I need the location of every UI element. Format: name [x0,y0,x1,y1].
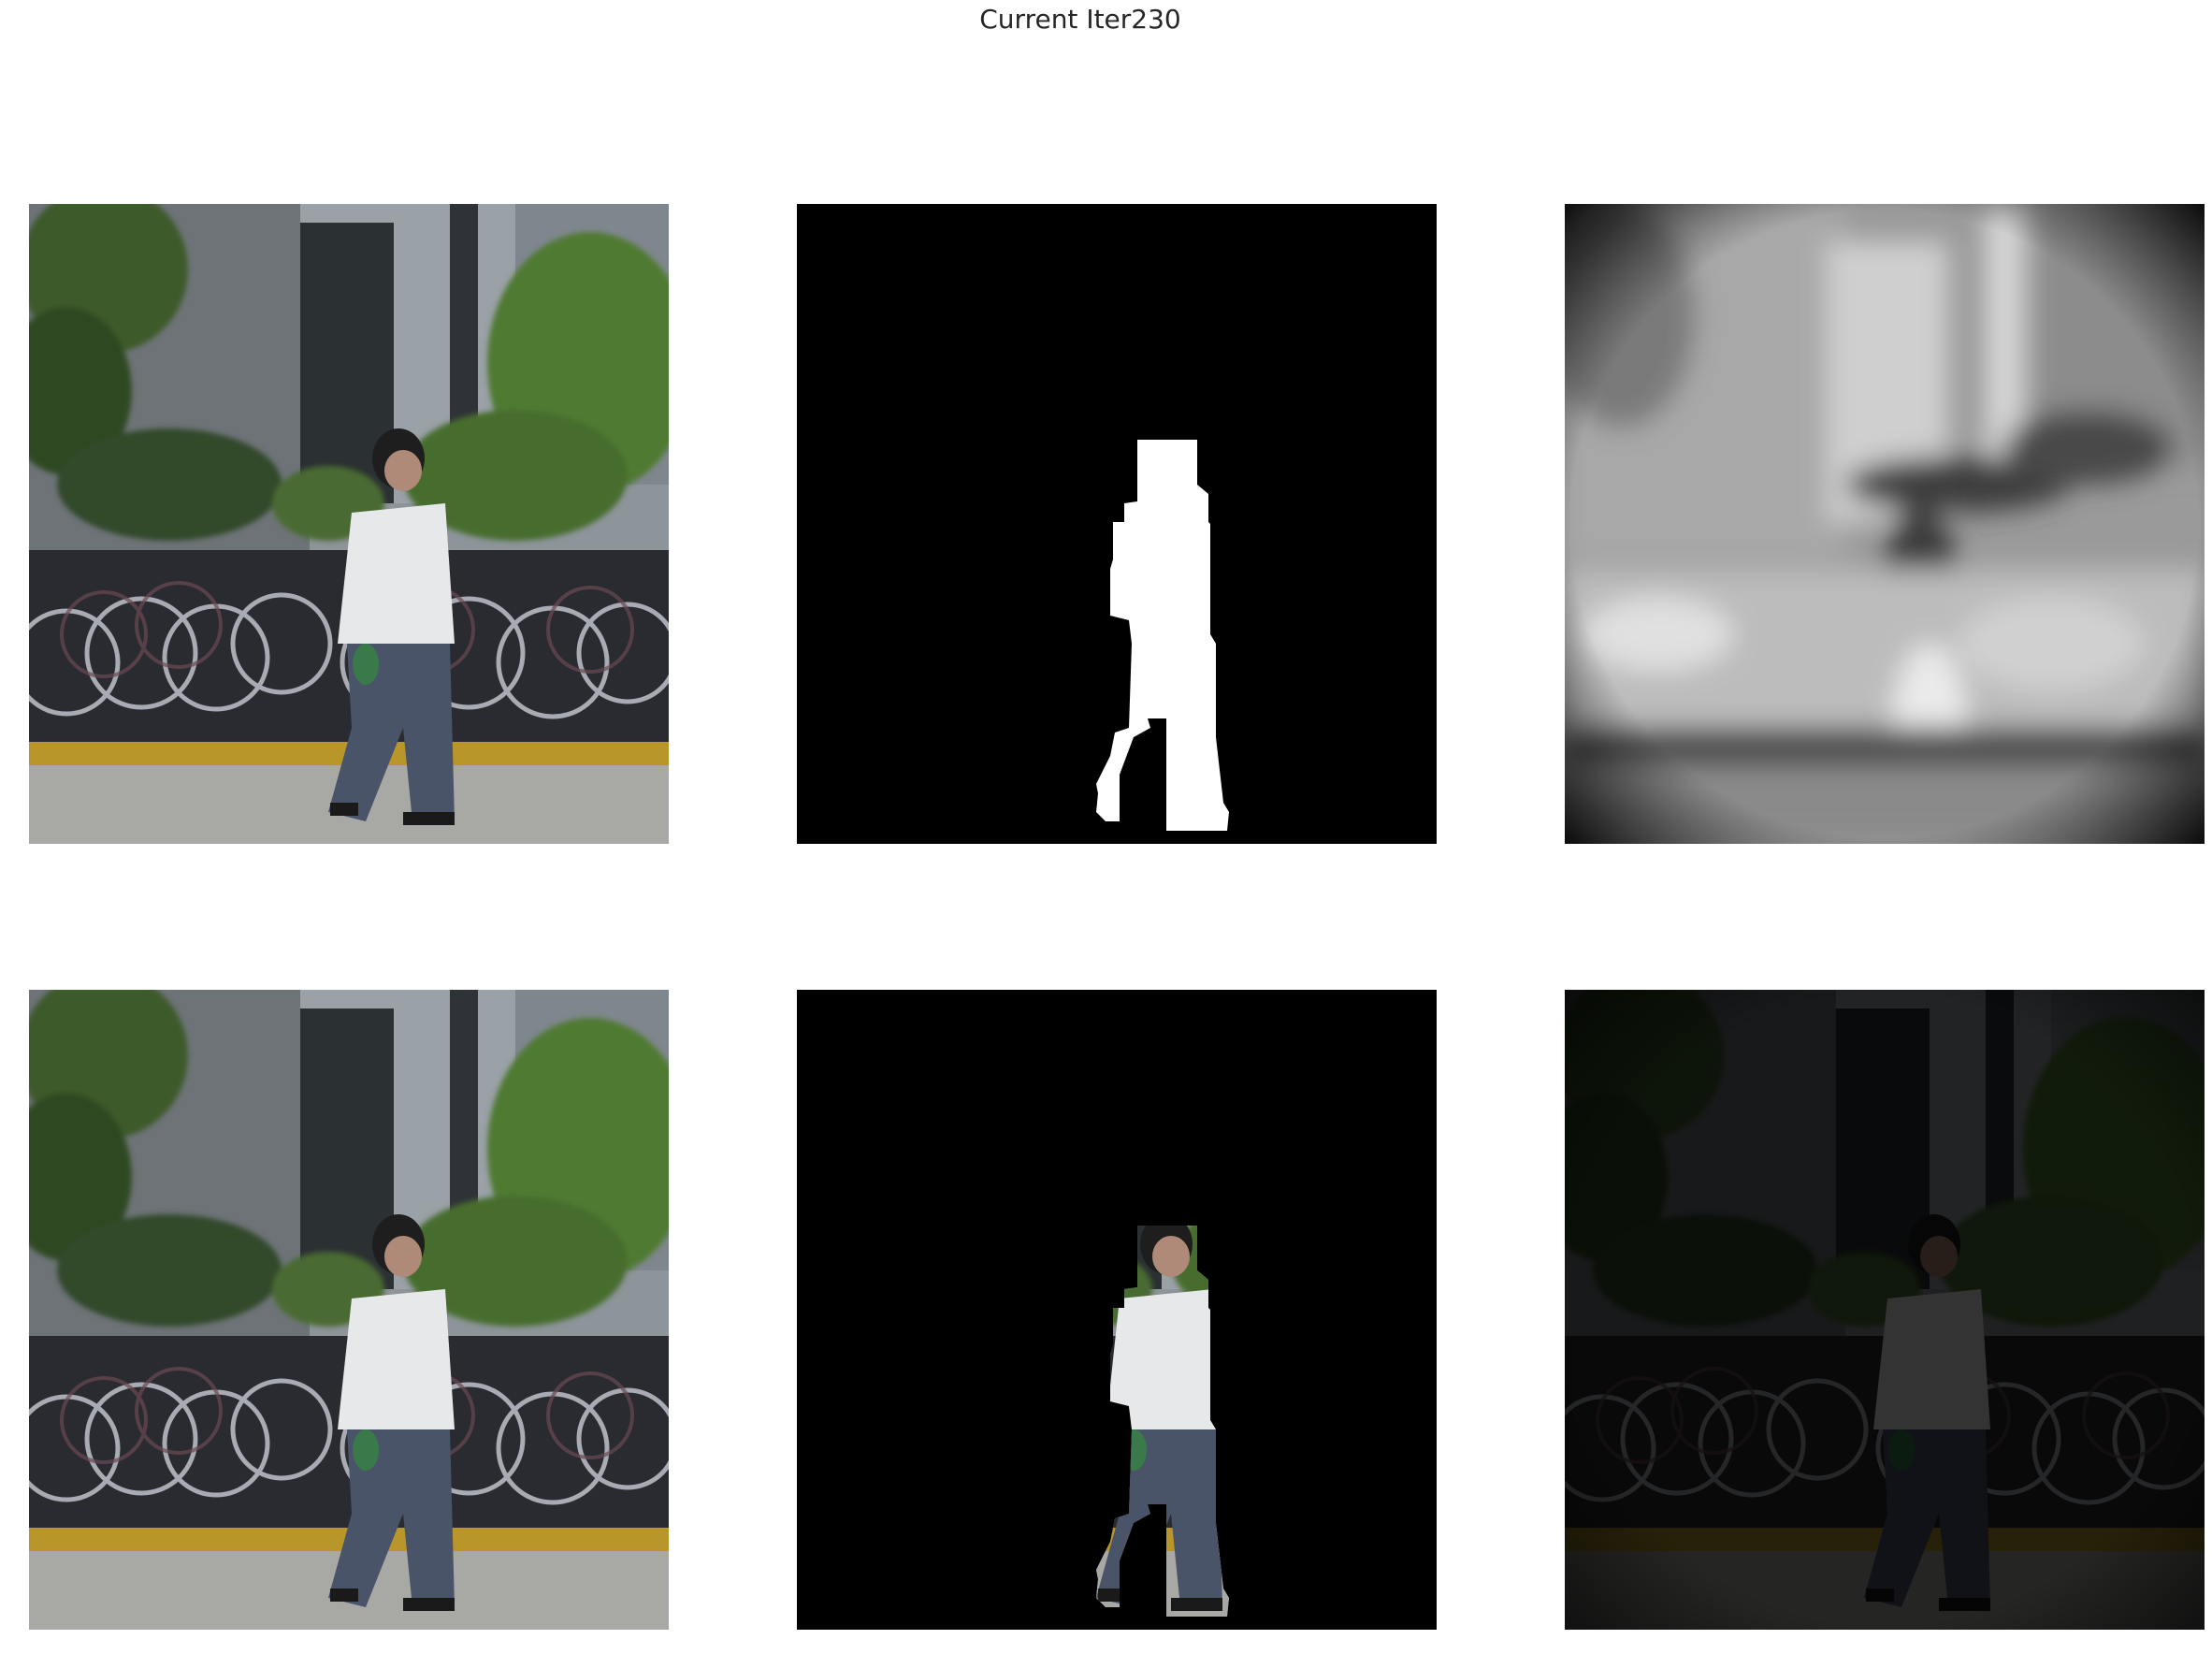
predicted-mask [797,204,1437,844]
grayscale-map [1565,204,2205,844]
input-image-panel-2 [29,990,669,1630]
masked-foreground [797,990,1437,1630]
masked-foreground-panel [797,990,1437,1630]
figure-title: Current Iter230 [979,4,1181,35]
input-image-panel [29,204,669,844]
predicted-mask-panel [797,204,1437,844]
dimmed-background-panel [1565,990,2205,1630]
input-image-2 [29,990,669,1630]
grayscale-map-panel [1565,204,2205,844]
dimmed-background [1565,990,2205,1630]
input-image [29,204,669,844]
